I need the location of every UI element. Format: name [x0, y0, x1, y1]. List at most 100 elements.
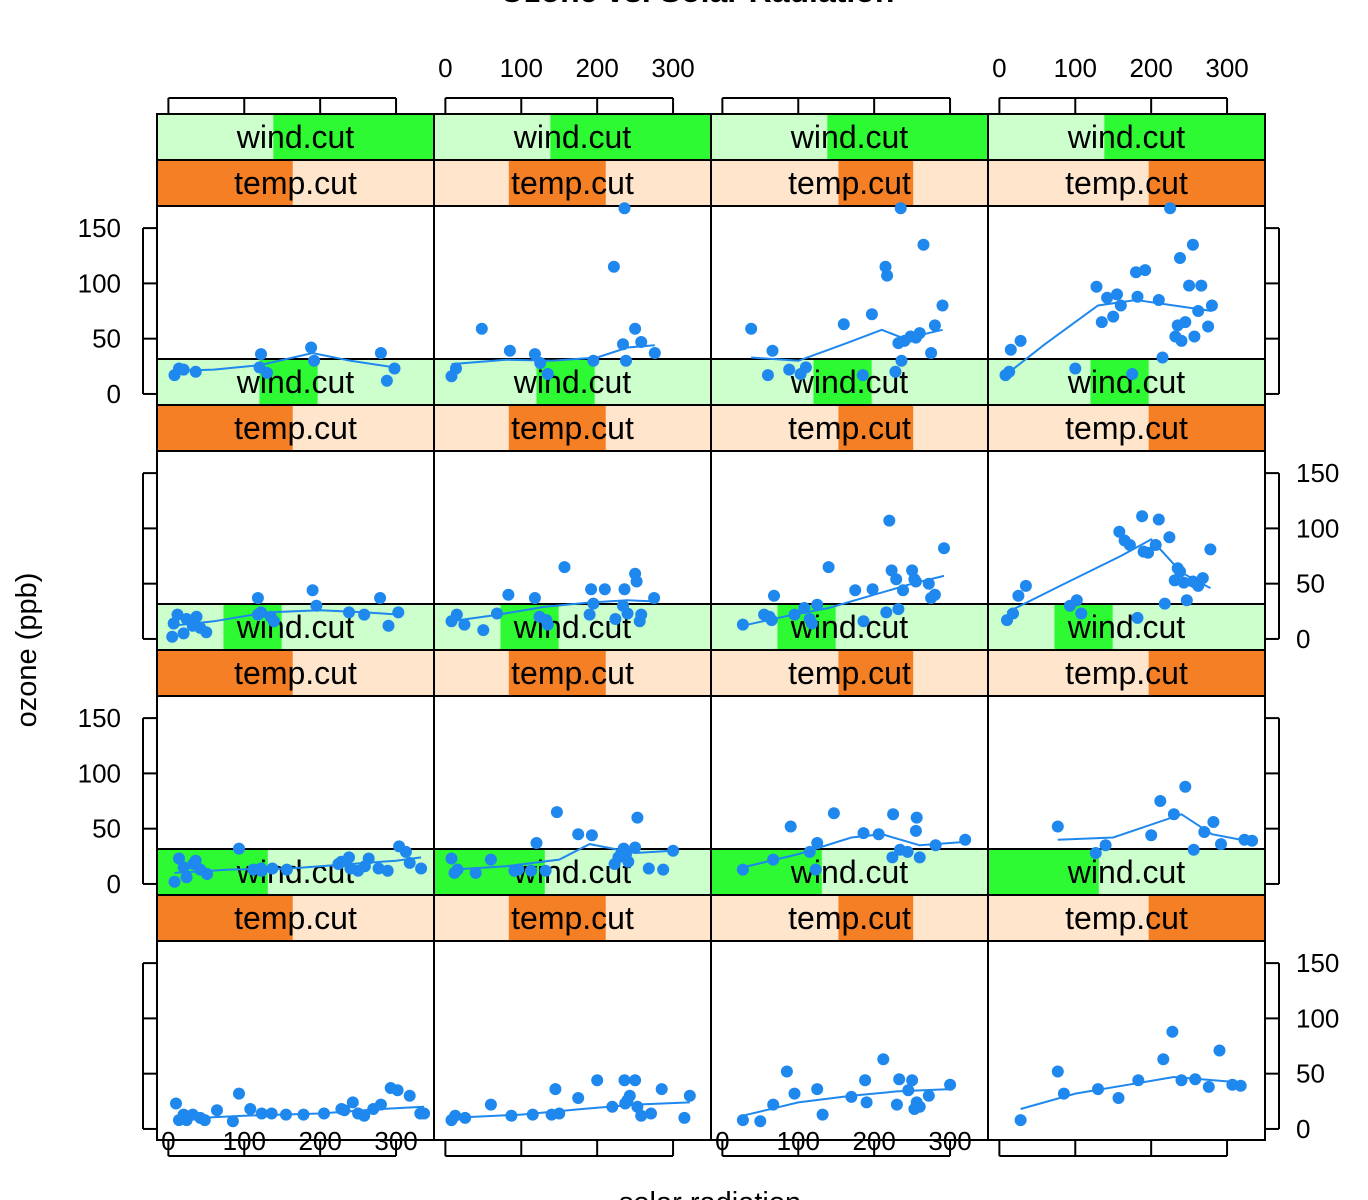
- data-point: [388, 362, 401, 375]
- data-point: [736, 618, 749, 631]
- data-point: [890, 1098, 903, 1111]
- data-point: [233, 1087, 245, 1100]
- data-point: [767, 1098, 780, 1111]
- data-point: [798, 602, 811, 614]
- data-point: [1057, 1087, 1070, 1100]
- data-point: [1114, 299, 1127, 312]
- temp-strip-label: temp.cut: [234, 165, 357, 201]
- data-point: [1179, 316, 1192, 329]
- wind-strip-label: wind.cut: [513, 364, 632, 400]
- temp-strip-shade: [508, 650, 606, 696]
- data-point: [374, 592, 387, 604]
- data-point: [1205, 299, 1218, 312]
- data-point: [901, 845, 914, 858]
- data-point: [1152, 294, 1165, 306]
- data-point: [265, 1107, 278, 1120]
- data-point: [585, 583, 598, 596]
- x-tick-label-bottom: 200: [852, 1126, 895, 1156]
- temp-strip-label: temp.cut: [1065, 410, 1188, 446]
- data-point: [244, 1103, 257, 1115]
- data-point: [553, 1107, 566, 1120]
- wind-strip-shade: [550, 114, 711, 160]
- data-point: [928, 588, 941, 601]
- x-axis-label: solar radiation: [619, 1187, 801, 1200]
- data-point: [667, 844, 680, 857]
- data-point: [622, 855, 635, 868]
- data-point: [403, 1089, 416, 1102]
- temp-strip-label: temp.cut: [511, 900, 634, 936]
- data-point: [1075, 607, 1088, 620]
- data-point: [445, 852, 458, 865]
- data-point: [635, 336, 648, 348]
- data-point: [572, 1092, 585, 1104]
- data-point: [534, 357, 547, 369]
- x-tick-label-bottom: 300: [374, 1126, 417, 1156]
- data-point: [280, 863, 293, 876]
- data-point: [1142, 546, 1155, 559]
- data-point: [170, 1097, 182, 1110]
- data-point: [1126, 368, 1139, 380]
- data-point: [799, 361, 812, 374]
- data-point: [913, 1100, 926, 1113]
- data-point: [909, 824, 922, 837]
- data-point: [883, 514, 896, 527]
- data-point: [1113, 525, 1126, 538]
- data-point: [630, 575, 643, 588]
- data-point: [1092, 1083, 1104, 1096]
- panel-r1-c2: [736, 514, 950, 631]
- data-point: [587, 354, 600, 367]
- temp-strip-label: temp.cut: [234, 655, 357, 691]
- data-point: [767, 853, 780, 866]
- x-tick-label-bottom: 0: [161, 1126, 175, 1156]
- data-point: [1154, 795, 1167, 807]
- y-tick-label-right: 50: [1296, 1059, 1325, 1089]
- data-point: [1166, 1025, 1179, 1038]
- panel-r0-c3: [999, 202, 1218, 382]
- wind-strip-shade: [273, 114, 434, 160]
- panel-r3-c2: [736, 1053, 957, 1128]
- data-point: [297, 1108, 310, 1121]
- temp-strip-label: temp.cut: [1065, 655, 1188, 691]
- data-point: [310, 599, 323, 612]
- data-point: [765, 614, 778, 627]
- data-point: [549, 1083, 562, 1096]
- temp-strip-shade: [157, 650, 293, 696]
- data-point: [541, 618, 554, 631]
- data-point: [358, 1109, 371, 1122]
- temp-strip-label: temp.cut: [1065, 900, 1188, 936]
- panel-r1-c1: [445, 561, 661, 637]
- data-point: [1123, 539, 1136, 551]
- x-tick-label-top: 200: [575, 53, 618, 83]
- data-point: [629, 322, 642, 335]
- data-point: [505, 1109, 518, 1122]
- data-point: [587, 597, 600, 610]
- y-tick-label-left: 0: [107, 869, 121, 899]
- temp-strip-label: temp.cut: [788, 165, 911, 201]
- data-point: [226, 1115, 239, 1128]
- data-point: [1051, 820, 1064, 833]
- temp-strip-shade: [508, 895, 606, 941]
- data-point: [618, 202, 631, 215]
- data-point: [857, 827, 870, 840]
- data-point: [1090, 280, 1103, 293]
- panel-r0-c2: [745, 202, 949, 382]
- data-point: [1014, 1114, 1027, 1127]
- data-point: [233, 842, 245, 855]
- data-point: [866, 583, 879, 596]
- data-point: [1213, 1044, 1226, 1057]
- data-point: [1163, 531, 1176, 544]
- data-point: [177, 861, 190, 874]
- y-tick-label-right: 100: [1296, 1003, 1339, 1033]
- wind-strip-label: wind.cut: [790, 119, 909, 155]
- wind-strip-label: wind.cut: [1067, 364, 1186, 400]
- data-point: [909, 575, 922, 588]
- panel-frame: [987, 205, 1266, 406]
- data-point: [266, 862, 279, 875]
- data-point: [845, 1090, 858, 1103]
- data-point: [617, 338, 629, 351]
- data-point: [849, 584, 862, 597]
- data-point: [1101, 291, 1114, 304]
- data-point: [609, 613, 622, 625]
- data-point: [251, 592, 264, 604]
- data-point: [877, 1053, 890, 1066]
